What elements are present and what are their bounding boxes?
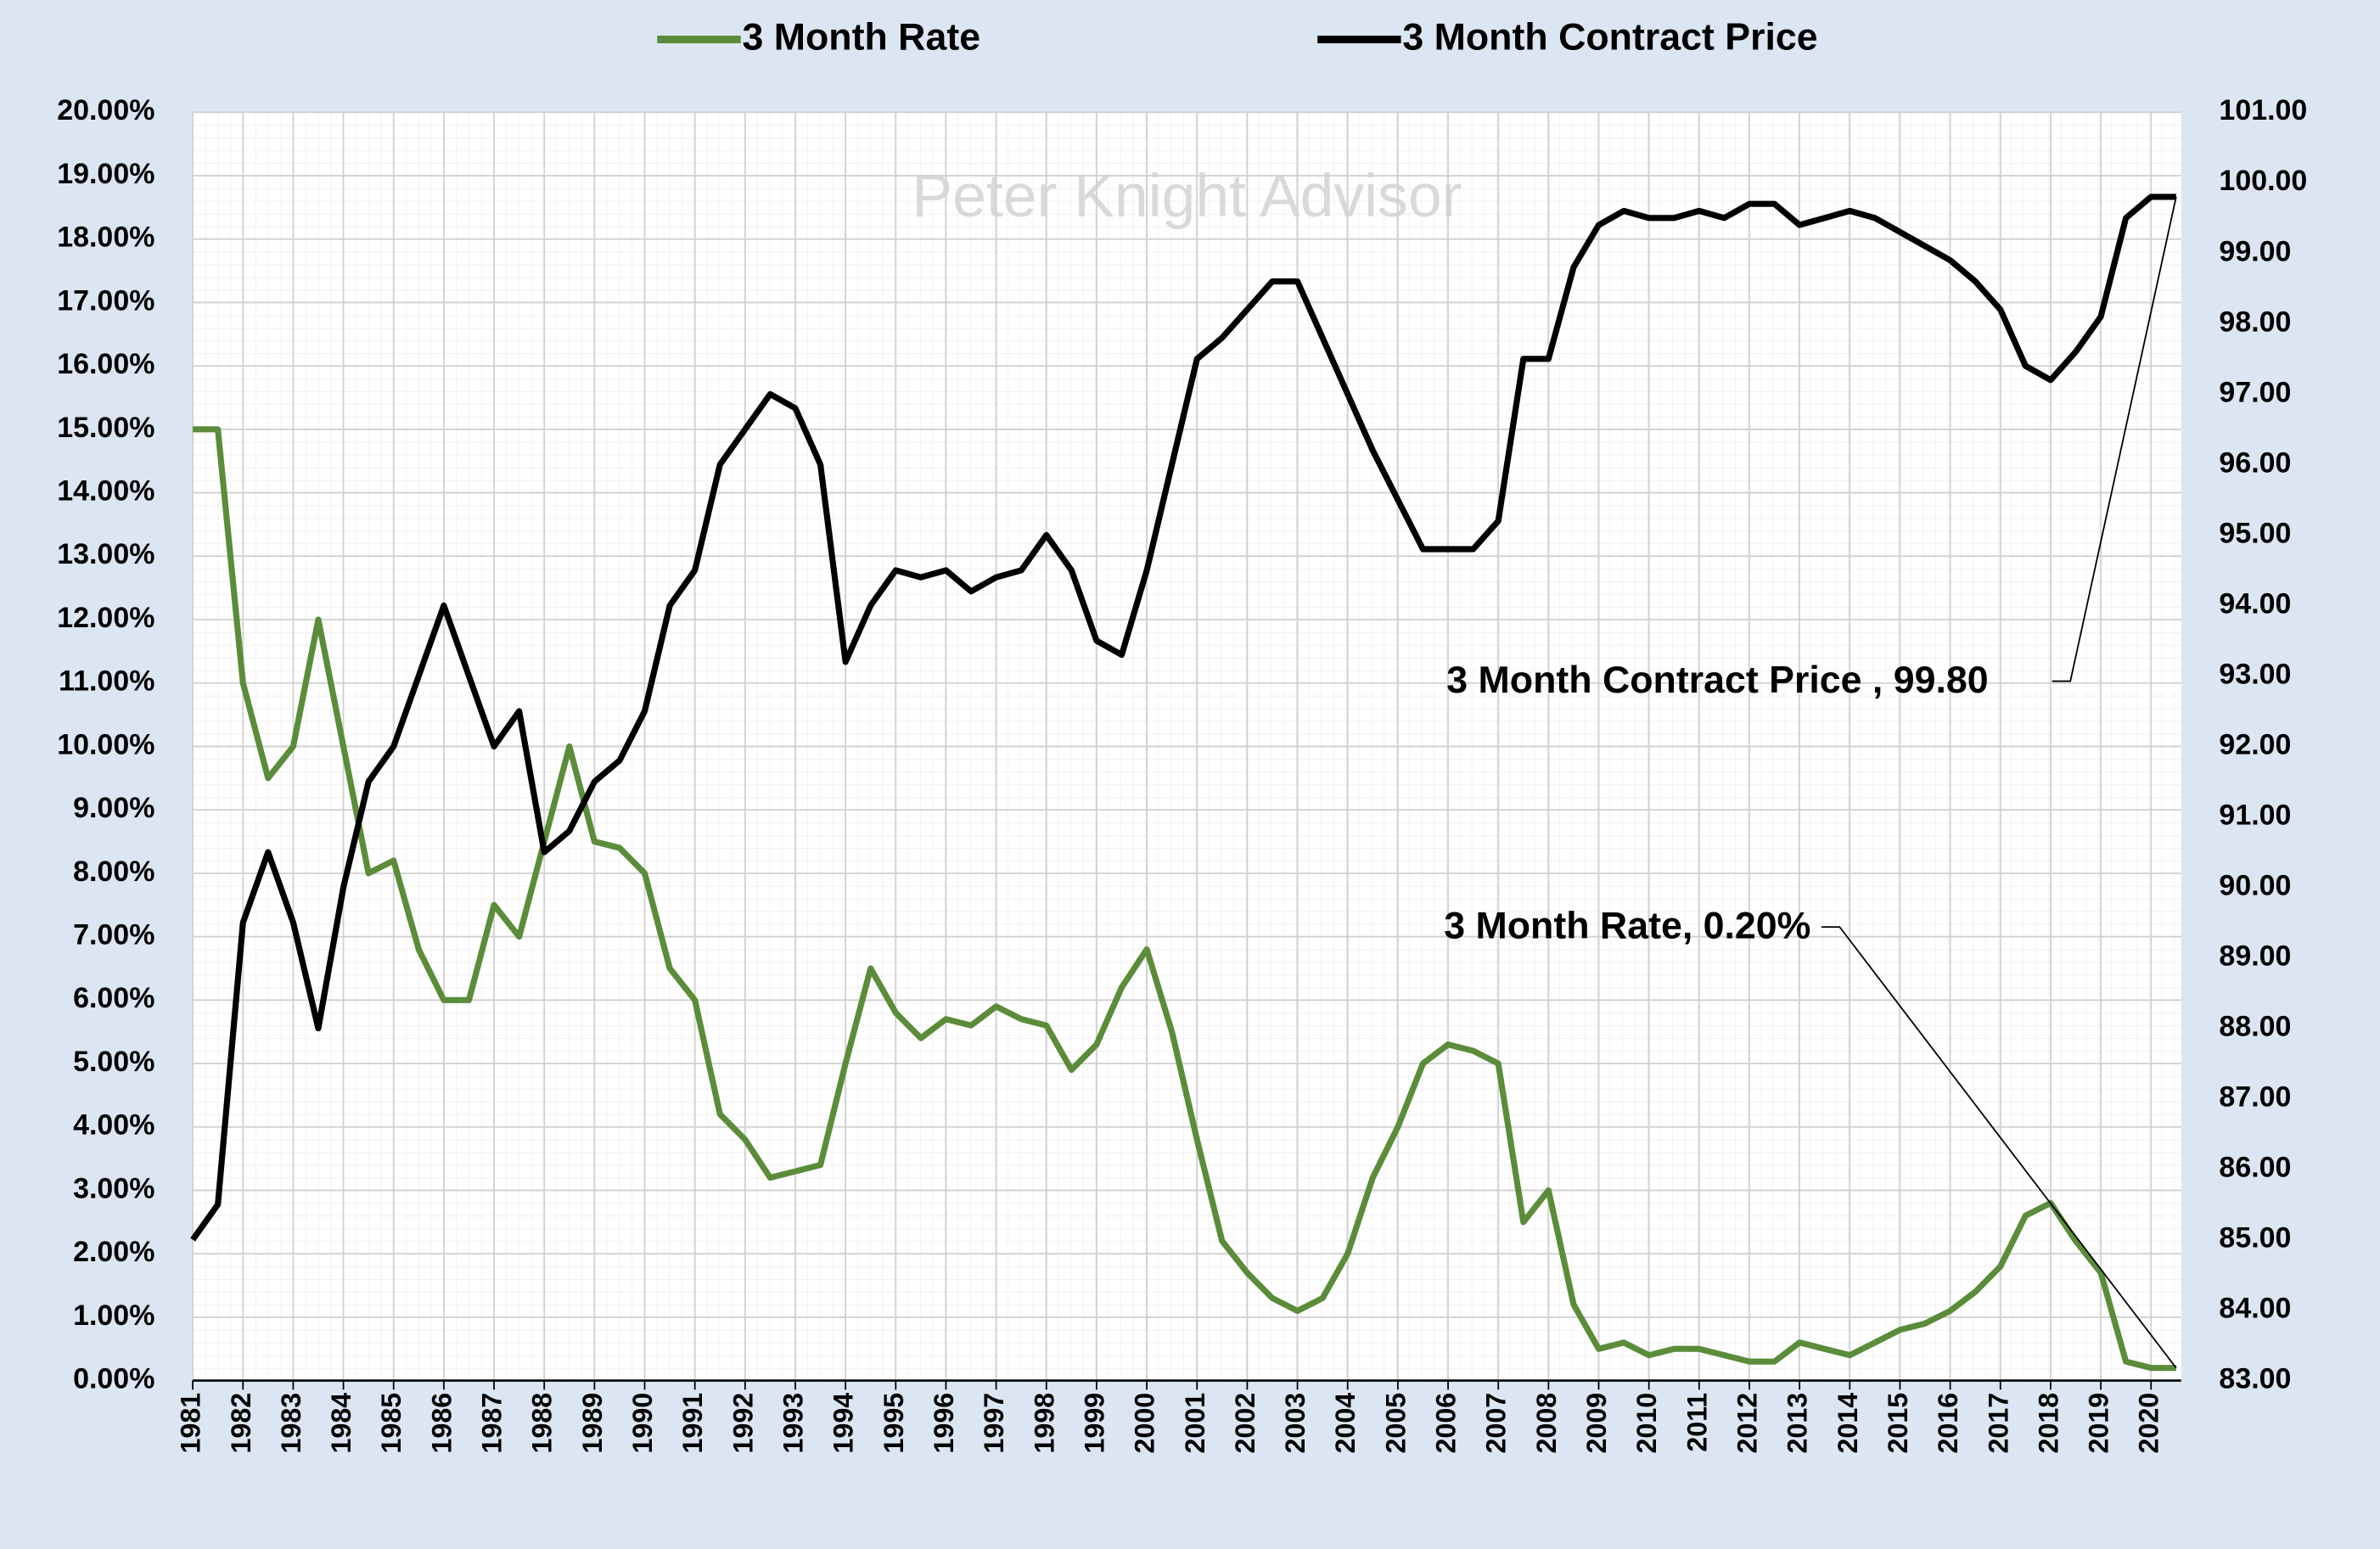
y-tick-label: 13.00%	[57, 538, 154, 570]
annotation: 3 Month Rate, 0.20%	[1444, 906, 1810, 947]
y2-tick-label: 100.00	[2219, 165, 2307, 197]
x-tick-label: 1986	[426, 1393, 457, 1454]
x-tick-label: 2018	[2033, 1393, 2063, 1454]
y-tick-label: 11.00%	[59, 665, 154, 698]
y-tick-label: 19.00%	[57, 158, 154, 190]
x-tick-label: 2019	[2084, 1393, 2114, 1454]
y-tick-label: 5.00%	[73, 1046, 154, 1078]
y2-tick-label: 90.00	[2219, 869, 2291, 901]
x-tick-label: 2008	[1531, 1393, 1562, 1454]
x-tick-label: 2005	[1380, 1393, 1411, 1454]
x-tick-label: 2001	[1180, 1393, 1210, 1454]
x-tick-label: 1985	[376, 1393, 407, 1454]
y-tick-label: 17.00%	[57, 284, 154, 317]
x-tick-label: 1987	[477, 1393, 508, 1454]
y2-tick-label: 94.00	[2219, 587, 2291, 620]
x-tick-label: 2004	[1330, 1393, 1361, 1454]
x-tick-label: 1983	[276, 1393, 306, 1454]
y-tick-label: 9.00%	[73, 792, 154, 824]
y-tick-label: 6.00%	[73, 982, 154, 1014]
x-tick-label: 1994	[828, 1393, 859, 1454]
x-tick-label: 2010	[1631, 1393, 1662, 1454]
x-tick-label: 2013	[1782, 1393, 1813, 1454]
y-tick-label: 10.00%	[57, 728, 154, 760]
y-tick-label: 16.00%	[57, 348, 154, 380]
x-tick-label: 2020	[2134, 1393, 2164, 1454]
x-tick-label: 1995	[878, 1393, 909, 1454]
x-tick-label: 1999	[1079, 1393, 1109, 1454]
series-line	[193, 426, 2176, 1372]
y2-tick-label: 83.00	[2219, 1363, 2291, 1395]
y-tick-label: 15.00%	[57, 412, 154, 444]
x-tick-label: 1981	[176, 1393, 206, 1454]
y-tick-label: 4.00%	[73, 1109, 154, 1142]
x-tick-label: 2007	[1481, 1393, 1512, 1454]
y2-tick-label: 98.00	[2219, 306, 2291, 338]
y2-tick-label: 96.00	[2219, 446, 2291, 479]
watermark: Peter Knight Advisor	[912, 162, 1462, 230]
x-tick-label: 1996	[929, 1393, 959, 1454]
annotation: 3 Month Contract Price , 99.80	[1446, 659, 1988, 701]
y-tick-label: 3.00%	[73, 1172, 154, 1204]
x-tick-label: 2011	[1681, 1393, 1712, 1452]
series-line	[190, 194, 2176, 1242]
y-tick-label: 7.00%	[73, 919, 154, 951]
x-tick-label: 2000	[1130, 1393, 1160, 1454]
y-tick-label: 0.00%	[73, 1363, 154, 1395]
y-tick-label: 2.00%	[73, 1236, 154, 1268]
x-tick-label: 2017	[1983, 1393, 2013, 1454]
y2-tick-label: 87.00	[2219, 1080, 2291, 1113]
x-tick-label: 2015	[1883, 1393, 1913, 1454]
x-tick-label: 2012	[1732, 1393, 1762, 1454]
x-tick-label: 2002	[1230, 1393, 1260, 1454]
x-tick-label: 2009	[1581, 1393, 1612, 1454]
y2-tick-label: 92.00	[2219, 728, 2291, 760]
y-tick-label: 8.00%	[73, 856, 154, 888]
x-tick-label: 2003	[1280, 1393, 1311, 1454]
y2-tick-label: 93.00	[2219, 658, 2291, 690]
y2-tick-label: 99.00	[2219, 235, 2291, 267]
y-tick-label: 20.00%	[57, 94, 154, 126]
y-tick-label: 1.00%	[73, 1299, 154, 1332]
annotation-leader	[1821, 926, 2177, 1369]
y2-tick-label: 86.00	[2219, 1152, 2291, 1184]
y-tick-label: 18.00%	[57, 222, 154, 254]
y2-tick-label: 89.00	[2219, 940, 2291, 972]
x-tick-label: 1992	[727, 1393, 758, 1454]
y2-tick-label: 97.00	[2219, 376, 2291, 408]
x-tick-label: 1990	[627, 1393, 658, 1454]
x-tick-label: 1982	[226, 1393, 256, 1454]
y2-tick-label: 85.00	[2219, 1222, 2291, 1254]
x-tick-label: 2014	[1833, 1393, 1863, 1454]
x-tick-label: 2016	[1933, 1393, 1963, 1454]
x-tick-label: 1998	[1029, 1393, 1059, 1454]
y2-tick-label: 95.00	[2219, 517, 2291, 549]
x-tick-label: 1997	[979, 1393, 1009, 1454]
x-tick-label: 2006	[1431, 1393, 1462, 1454]
y2-tick-label: 88.00	[2219, 1010, 2291, 1042]
annotation-leader	[2052, 196, 2177, 682]
legend-label: 3 Month Rate	[742, 16, 980, 58]
y-tick-label: 14.00%	[57, 475, 154, 508]
legend-label: 3 Month Contract Price	[1402, 16, 1817, 58]
x-tick-label: 1993	[777, 1393, 808, 1454]
y-tick-label: 12.00%	[57, 602, 154, 634]
y2-tick-label: 91.00	[2219, 799, 2291, 831]
x-tick-label: 1991	[677, 1393, 708, 1454]
x-tick-label: 1988	[527, 1393, 558, 1454]
x-tick-label: 1989	[577, 1393, 608, 1454]
x-tick-label: 1984	[326, 1393, 356, 1454]
y2-tick-label: 84.00	[2219, 1293, 2291, 1325]
y2-tick-label: 101.00	[2219, 94, 2307, 126]
